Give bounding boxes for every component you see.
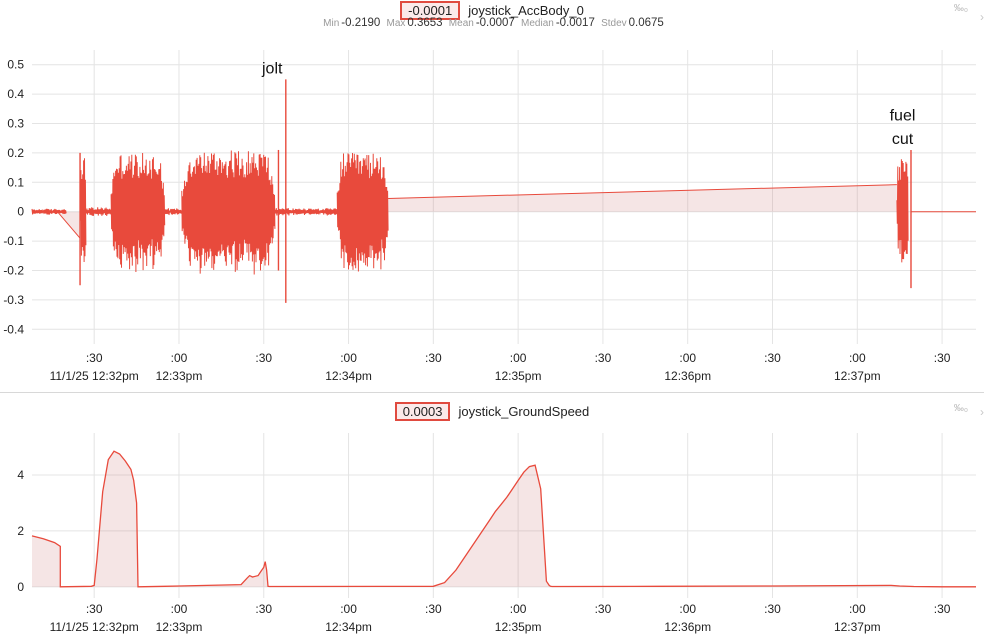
x-tick-label: :30 xyxy=(86,351,103,365)
x-tick-sublabel: 12:34pm xyxy=(325,620,372,634)
x-tick-label: :30 xyxy=(86,602,103,616)
y-tick-label: -0.2 xyxy=(3,264,24,278)
stat-median-label: Median xyxy=(521,18,554,29)
signal-segment xyxy=(110,152,166,273)
annotation-label: cut xyxy=(892,131,914,148)
connector-line xyxy=(57,211,81,239)
x-tick-label: :30 xyxy=(425,351,442,365)
x-tick-label: :30 xyxy=(595,351,612,365)
y-tick-label: 0.1 xyxy=(7,175,24,189)
x-tick-label: :30 xyxy=(255,351,272,365)
annotation-label: fuel xyxy=(890,108,916,125)
stat-mean-label: Mean xyxy=(448,18,474,29)
permille-icon[interactable]: ‰₀ xyxy=(953,403,968,414)
y-tick-label: 0 xyxy=(17,580,24,594)
connector-area xyxy=(388,184,897,212)
ground-speed-area xyxy=(32,451,976,587)
x-tick-sublabel: 12:35pm xyxy=(495,369,542,383)
signal-segment xyxy=(31,208,67,215)
y-tick-label: 4 xyxy=(17,468,24,482)
y-tick-label: 0.5 xyxy=(7,58,24,72)
ground-speed-line xyxy=(31,450,976,588)
ground-speed-panel: 0.0003 joystick_GroundSpeed ‰₀ › 4 2 0 :30 11… xyxy=(0,392,984,639)
signal-segment xyxy=(274,208,338,216)
acc-body-panel: -0.0001 joystick_AccBody_0 Min -0.2190 Max… xyxy=(0,1,984,383)
x-tick-label: :00 xyxy=(849,602,866,616)
x-tick-sublabel: 12:36pm xyxy=(664,369,711,383)
stat-median-value: -0.0017 xyxy=(555,17,595,29)
x-tick-label: :00 xyxy=(849,351,866,365)
signal-segment xyxy=(336,152,389,272)
signal-segment xyxy=(85,207,112,216)
chevron-right-icon[interactable]: › xyxy=(980,405,984,419)
y-tick-label: -0.4 xyxy=(3,322,24,336)
acc-body-title: joystick_AccBody_0 xyxy=(468,3,584,18)
stat-stdev-value: 0.0675 xyxy=(628,17,664,29)
y-tick-label: 0.4 xyxy=(7,87,24,101)
x-tick-sublabel: 12:37pm xyxy=(834,620,881,634)
x-tick-label: :00 xyxy=(171,351,188,365)
x-tick-label: :30 xyxy=(255,602,272,616)
x-tick-label: :00 xyxy=(171,602,188,616)
x-tick-sublabel: 11/1/25 12:32pm xyxy=(50,369,139,383)
y-tick-label: -0.1 xyxy=(3,234,24,248)
x-tick-label: :00 xyxy=(340,602,357,616)
ground-speed-chart: 4 2 0 :30 11/1/25 12:32pm :00 12:33pm :30 :00 12:… xyxy=(17,433,976,634)
connector-line xyxy=(388,184,897,199)
y-tick-label: 0.3 xyxy=(7,117,24,131)
x-tick-label: :00 xyxy=(510,351,527,365)
x-tick-label: :00 xyxy=(679,602,696,616)
x-tick-sublabel: 12:35pm xyxy=(495,620,542,634)
x-tick-sublabel: 12:36pm xyxy=(664,620,711,634)
x-tick-label: :30 xyxy=(595,602,612,616)
acc-body-current-value: -0.0001 xyxy=(400,1,461,20)
ground-speed-header: 0.0003 joystick_GroundSpeed xyxy=(0,402,984,421)
x-tick-label: :00 xyxy=(510,602,527,616)
x-tick-label: :30 xyxy=(934,602,951,616)
stat-min-label: Min xyxy=(323,18,340,29)
y-tick-label: 0 xyxy=(17,205,24,219)
stat-mean-value: -0.0007 xyxy=(475,17,515,29)
x-tick-label: :30 xyxy=(764,351,781,365)
signal-segment xyxy=(896,159,909,263)
chevron-right-icon[interactable]: › xyxy=(980,10,984,24)
x-tick-sublabel: 12:37pm xyxy=(834,369,881,383)
signal-segment xyxy=(181,150,276,275)
annotation-label: jolt xyxy=(261,61,283,78)
signal-segment xyxy=(164,208,183,216)
x-tick-label: :30 xyxy=(934,351,951,365)
x-tick-sublabel: 12:33pm xyxy=(156,369,203,383)
x-tick-label: :30 xyxy=(764,602,781,616)
y-tick-label: 2 xyxy=(17,524,24,538)
stat-min-value: -0.2190 xyxy=(341,17,381,29)
y-tick-label: 0.2 xyxy=(7,146,24,160)
stat-stdev-label: Stdev xyxy=(601,18,627,29)
signal-segment xyxy=(79,158,87,263)
x-tick-label: :00 xyxy=(679,351,696,365)
x-tick-label: :00 xyxy=(340,351,357,365)
x-tick-sublabel: 12:33pm xyxy=(156,620,203,634)
ground-speed-current-value: 0.0003 xyxy=(394,402,451,421)
acc-body-chart: 0.5 0.4 0.3 0.2 0.1 0 -0.1 -0.2 -0.3 -0.4 :30 11/1/… xyxy=(3,50,976,383)
permille-icon[interactable]: ‰₀ xyxy=(953,3,968,14)
x-tick-sublabel: 12:34pm xyxy=(325,369,372,383)
acc-body-header: -0.0001 joystick_AccBody_0 xyxy=(0,1,984,20)
y-tick-label: -0.3 xyxy=(3,293,24,307)
ground-speed-title: joystick_GroundSpeed xyxy=(458,404,590,419)
stat-max-value: 0.3653 xyxy=(407,17,443,29)
acc-body-stats: Min -0.2190 Max 0.3653 Mean -0.0007 Median -… xyxy=(0,17,984,29)
x-tick-label: :30 xyxy=(425,602,442,616)
stat-max-label: Max xyxy=(386,18,406,29)
x-tick-sublabel: 11/1/25 12:32pm xyxy=(50,620,139,634)
